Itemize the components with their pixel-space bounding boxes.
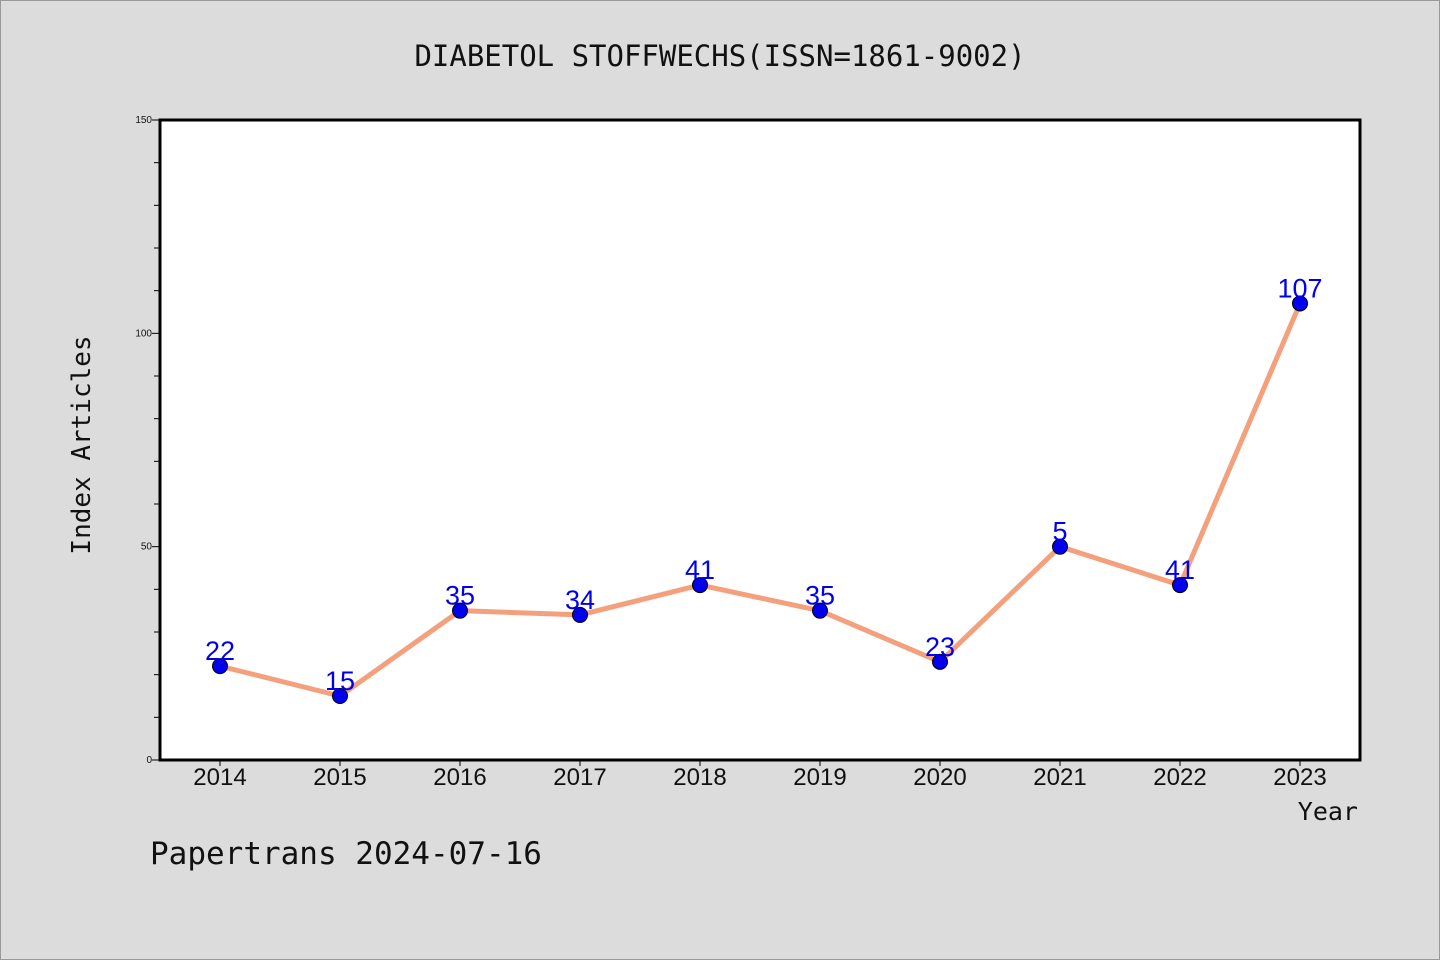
x-tick-label: 2020 (913, 764, 966, 791)
data-point (1292, 295, 1308, 312)
data-point (212, 658, 228, 675)
x-axis-label: Year (1298, 797, 1358, 826)
data-point (932, 653, 948, 670)
x-tick-label: 2018 (673, 764, 726, 791)
plot-area (158, 118, 1362, 762)
series-line (217, 300, 1303, 699)
y-tick-label: 100 (135, 328, 152, 339)
data-point (572, 606, 588, 623)
y-axis: 0 50 100 150 (135, 115, 160, 766)
x-tick-label: 2019 (793, 764, 846, 791)
x-tick-label: 2023 (1273, 764, 1326, 791)
data-point (1172, 577, 1188, 594)
data-point (1052, 538, 1068, 555)
data-point (812, 602, 828, 619)
y-tick-label: 150 (135, 115, 152, 126)
data-label: 107 (1277, 273, 1322, 303)
data-point (452, 602, 468, 619)
x-tick-label: 2014 (193, 764, 246, 791)
data-label: 22 (205, 636, 235, 666)
x-tick-label: 2021 (1033, 764, 1086, 791)
data-point (332, 688, 348, 704)
x-tick-label: 2022 (1153, 764, 1206, 791)
data-label: 41 (1165, 555, 1195, 585)
y-axis-label: Index Articles (67, 335, 97, 554)
chart-title: DIABETOL STOFFWECHS(ISSN=1861-9002) (414, 39, 1025, 73)
x-tick-label: 2016 (433, 764, 486, 791)
data-label: 35 (445, 581, 475, 611)
data-label: 15 (325, 666, 355, 696)
data-point (692, 577, 708, 594)
data-label: 5 (1052, 517, 1067, 547)
data-label: 34 (565, 585, 595, 615)
y-tick-label: 50 (141, 542, 153, 553)
y-tick-label: 0 (146, 755, 152, 766)
footer-credit: Papertrans 2024-07-16 (150, 836, 542, 872)
x-tick-label: 2015 (313, 764, 366, 791)
x-tick-label: 2017 (553, 764, 606, 791)
data-label: 35 (805, 581, 835, 611)
data-label: 23 (925, 632, 955, 662)
x-axis: 2014 2015 2016 2017 2018 2019 2020 2021 2022 2023 (193, 760, 1327, 791)
series-index-articles: 22 15 35 34 41 35 23 5 41 107 (205, 273, 1323, 704)
data-label: 41 (685, 555, 715, 585)
